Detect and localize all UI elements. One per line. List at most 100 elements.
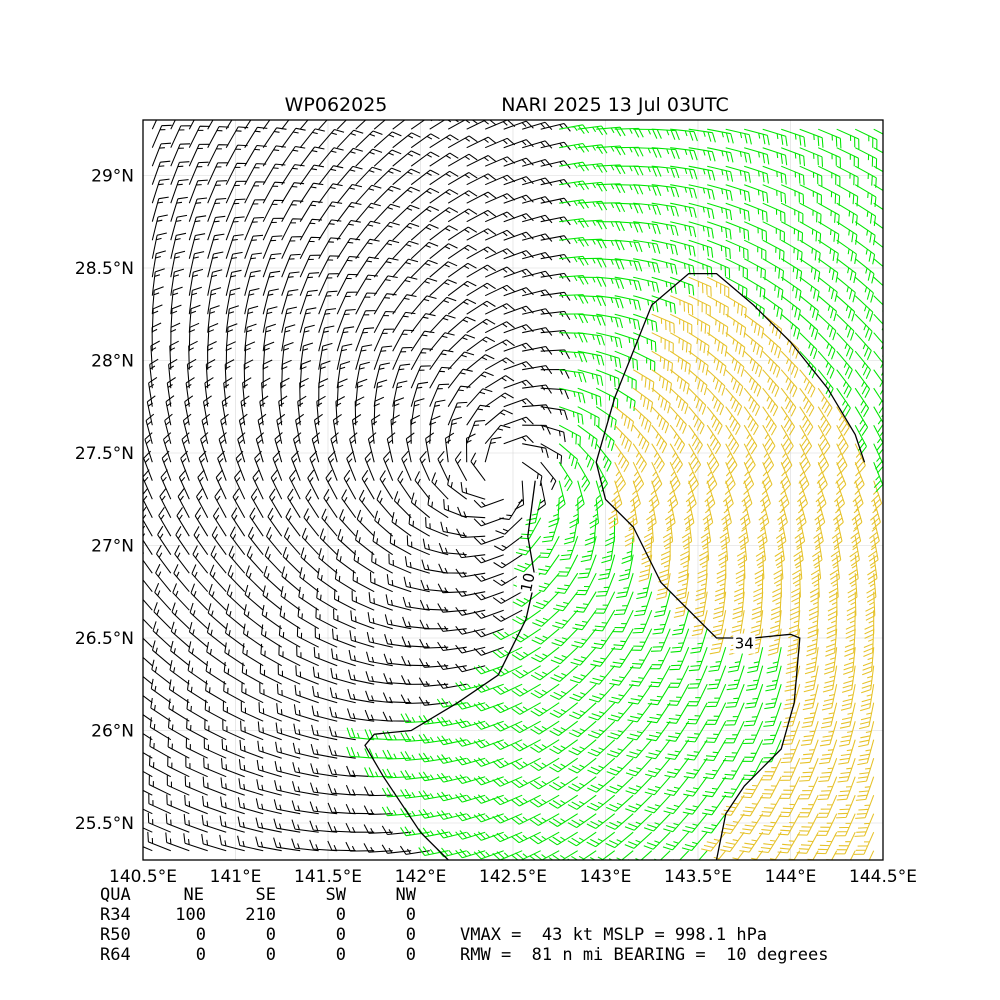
wind-barb [242, 643, 264, 667]
wind-barb [548, 831, 578, 846]
wind-barb [400, 770, 430, 780]
wind-barb [568, 739, 597, 756]
wind-barb [294, 684, 319, 704]
wind-barb [184, 794, 208, 815]
wind-barb [319, 528, 338, 556]
wind-barbs [143, 120, 883, 860]
wind-barb [817, 147, 841, 168]
wind-barb [438, 563, 467, 574]
wind-barb [854, 295, 874, 322]
wind-barb [646, 702, 671, 724]
wind-barb [259, 395, 269, 426]
wind-barb [651, 443, 665, 473]
wind-barb [854, 350, 871, 380]
wind-barb [572, 609, 597, 631]
wind-barb [303, 508, 320, 537]
wind-barb [166, 775, 190, 796]
wind-barb [549, 683, 579, 700]
wind-barb [328, 726, 356, 741]
wind-barb [688, 184, 715, 200]
wind-barb [863, 628, 875, 657]
wind-barb [813, 517, 824, 548]
wind-barb [204, 377, 214, 407]
wind-barb [307, 469, 320, 500]
wind-barb [226, 584, 246, 611]
wind-barb [614, 332, 640, 351]
wind-barb [797, 794, 819, 818]
wind-barb [670, 221, 697, 238]
wind-barb [780, 295, 801, 321]
wind-barb [740, 794, 764, 817]
wind-barb [762, 202, 786, 223]
wind-barb [381, 787, 412, 798]
wind-barb [418, 677, 449, 687]
wind-barb [436, 735, 467, 746]
wind-barb [688, 165, 716, 181]
wind-barb [781, 165, 805, 186]
wind-barb [201, 814, 227, 833]
wind-barb [336, 308, 356, 333]
wind-barb [614, 443, 630, 473]
wind-barb [466, 318, 496, 334]
wind-barb [237, 835, 264, 852]
wind-barb [706, 683, 727, 708]
wind-barb [725, 350, 745, 377]
wind-barb [836, 165, 859, 188]
wind-barb [743, 313, 765, 339]
wind-barb [373, 221, 400, 241]
wind-barb [410, 330, 435, 352]
wind-barb [577, 163, 608, 173]
wind-barb [836, 443, 848, 474]
wind-barb [400, 807, 430, 818]
wind-barb [559, 142, 590, 153]
wind-barb [339, 509, 357, 537]
wind-barb [484, 303, 515, 315]
wind-barb [410, 169, 440, 186]
wind-barb [588, 702, 616, 721]
wind-barb [784, 665, 801, 692]
wind-barb [355, 130, 383, 149]
wind-barb [207, 215, 226, 241]
wind-barb [558, 443, 579, 470]
wind-barb [717, 536, 729, 566]
wind-barb [244, 270, 261, 296]
wind-barb [567, 831, 597, 847]
wind-barb [608, 850, 634, 860]
wind-barb [295, 665, 319, 685]
wind-barb [632, 443, 647, 473]
wind-barb [143, 789, 153, 796]
wind-barb [559, 274, 589, 285]
wind-barb [569, 683, 597, 702]
wind-barb [542, 517, 560, 543]
wind-barb [780, 276, 802, 301]
wind-barb [225, 234, 244, 259]
wind-barb [235, 450, 246, 481]
wind-barb [522, 251, 553, 261]
wind-barb [668, 665, 690, 688]
wind-barb [402, 616, 430, 630]
wind-barb [799, 147, 824, 167]
wind-barb [810, 554, 822, 585]
wind-barb [443, 499, 467, 519]
wind-barb [466, 404, 490, 426]
wind-barb [447, 351, 475, 371]
wind-barb [529, 794, 560, 808]
wind-barb [763, 702, 782, 727]
wind-barb [331, 648, 356, 667]
wind-barb [688, 295, 711, 317]
wind-barb [143, 808, 153, 815]
wind-barb [722, 480, 734, 511]
wind-barb [596, 258, 625, 270]
wind-barb [262, 217, 284, 241]
wind-barb [683, 776, 708, 797]
wind-barb [349, 630, 375, 648]
wind-barb [596, 313, 624, 329]
wind-barb [262, 341, 275, 370]
wind-barb [669, 461, 681, 493]
wind-barb [522, 270, 553, 280]
wind-radii-table: QUA NE SE SW NW R34 100 210 0 0 R50 0 0 … [100, 885, 828, 965]
wind-barb [257, 721, 282, 741]
wind-barb [244, 216, 264, 241]
wind-barb [355, 344, 373, 370]
wind-barb [503, 231, 534, 241]
